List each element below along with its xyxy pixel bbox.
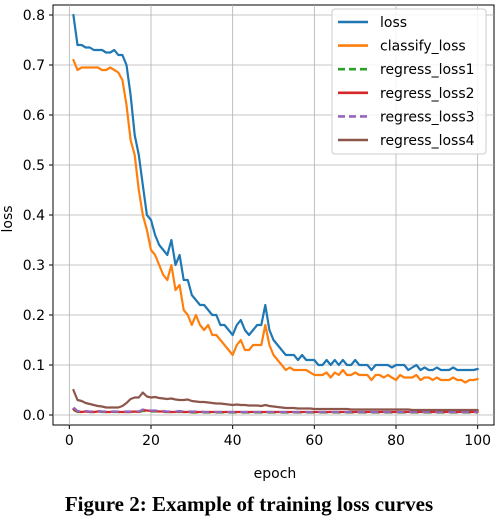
y-tick-label: 0.0 — [23, 408, 45, 424]
x-axis-ticks: 0 20 40 60 80 100 — [65, 425, 491, 449]
y-tick-label: 0.2 — [23, 308, 45, 324]
x-tick-label: 0 — [65, 433, 74, 449]
legend-box — [331, 8, 487, 155]
figure-caption: Figure 2: Example of training loss curve… — [64, 492, 434, 516]
legend: loss classify_loss regress_loss1 regress_lo… — [331, 8, 487, 155]
series-lines — [72, 13, 479, 414]
y-tick-label: 0.3 — [23, 258, 45, 274]
legend-label: regress_loss3 — [380, 109, 475, 125]
x-tick-label: 40 — [224, 433, 242, 449]
x-tick-label: 80 — [387, 433, 405, 449]
y-tick-label: 0.1 — [23, 358, 45, 374]
y-tick-label: 0.8 — [23, 8, 45, 24]
y-tick-label: 0.7 — [23, 58, 45, 74]
x-axis-label: epoch — [254, 466, 297, 482]
x-tick-label: 100 — [464, 433, 491, 449]
y-tick-label: 0.4 — [23, 208, 45, 224]
series-line-regress-loss3 — [72, 406, 478, 414]
legend-label: regress_loss1 — [380, 62, 475, 78]
legend-label: regress_loss4 — [380, 133, 475, 149]
series-line-regress-loss4 — [72, 388, 479, 412]
legend-label: regress_loss2 — [380, 86, 475, 102]
series-line-classify-loss — [72, 58, 479, 384]
series-line-loss — [72, 13, 479, 372]
x-tick-label: 60 — [305, 433, 323, 449]
y-tick-label: 0.5 — [23, 158, 45, 174]
x-tick-label: 20 — [142, 433, 160, 449]
y-axis-label: loss — [0, 205, 16, 232]
y-tick-label: 0.6 — [23, 108, 45, 124]
y-axis-ticks: 0.0 0.1 0.2 0.3 0.4 0.5 0.6 0.7 0.8 — [23, 8, 53, 424]
legend-label: classify_loss — [380, 39, 466, 55]
legend-label: loss — [380, 15, 407, 31]
